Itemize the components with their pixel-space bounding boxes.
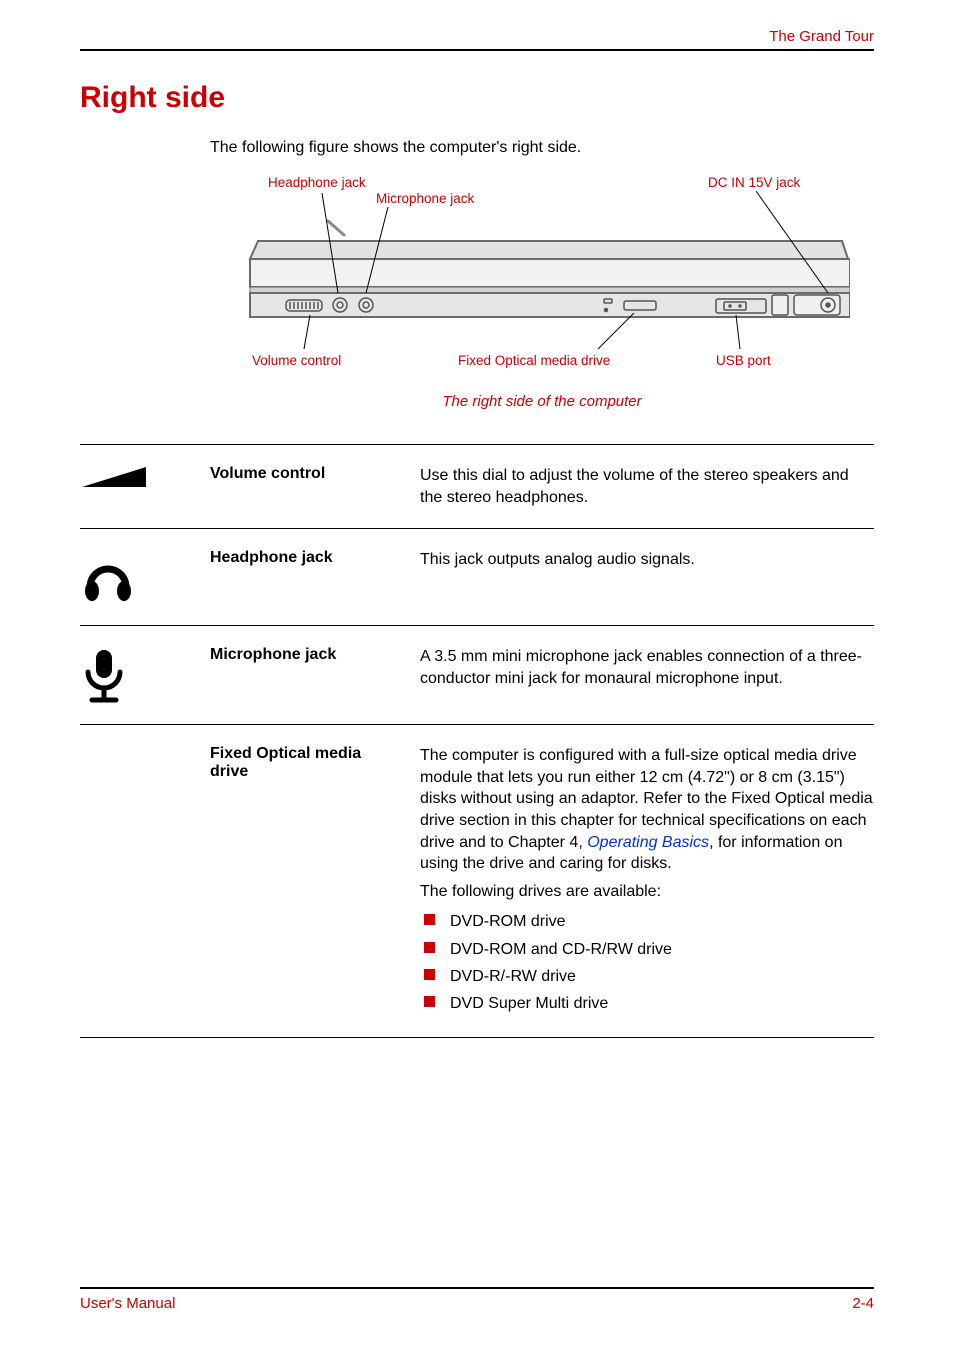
label-fixed-optical: Fixed Optical media drive [458, 353, 610, 368]
table-row: Headphone jack This jack outputs analog … [80, 529, 874, 626]
header-chapter-link[interactable]: The Grand Tour [769, 28, 874, 45]
term-volume-control: Volume control [210, 465, 325, 482]
label-volume-control: Volume control [252, 353, 341, 368]
list-item: DVD Super Multi drive [420, 990, 874, 1017]
page-footer: User's Manual 2-4 [80, 1287, 874, 1312]
footer-left: User's Manual [80, 1295, 175, 1312]
intro-text: The following figure shows the computer'… [210, 139, 874, 157]
dc-in-jack-icon [794, 295, 840, 315]
drive-list: DVD-ROM drive DVD-ROM and CD-R/RW drive … [420, 908, 874, 1017]
table-row: Microphone jack A 3.5 mm mini microphone… [80, 626, 874, 725]
volume-triangle-icon [80, 465, 150, 491]
term-fixed-optical: Fixed Optical media drive [210, 745, 361, 780]
list-item: DVD-R/-RW drive [420, 963, 874, 990]
term-headphone-jack: Headphone jack [210, 549, 333, 566]
list-item: DVD-ROM and CD-R/RW drive [420, 936, 874, 963]
desc-fixed-optical-p1: The computer is configured with a full-s… [420, 745, 874, 875]
headphones-icon [80, 549, 136, 605]
desc-fixed-optical-p2: The following drives are available: [420, 881, 874, 903]
list-item: DVD-ROM drive [420, 908, 874, 935]
section-title: Right side [80, 81, 874, 115]
footer-right: 2-4 [852, 1295, 874, 1312]
desc-microphone-jack: A 3.5 mm mini microphone jack enables co… [420, 646, 874, 689]
desc-headphone-jack: This jack outputs analog audio signals. [420, 549, 874, 571]
label-dc-in: DC IN 15V jack [708, 175, 800, 190]
definitions-table: Volume control Use this dial to adjust t… [80, 444, 874, 1038]
table-row: Volume control Use this dial to adjust t… [80, 445, 874, 529]
table-row: Fixed Optical media drive The computer i… [80, 725, 874, 1038]
diagram-caption: The right side of the computer [210, 393, 874, 410]
label-microphone-jack: Microphone jack [376, 191, 474, 206]
desc-volume-control: Use this dial to adjust the volume of th… [420, 465, 874, 508]
right-side-diagram: Headphone jack Microphone jack DC IN 15V… [210, 175, 850, 385]
link-operating-basics[interactable]: Operating Basics [587, 834, 709, 851]
term-microphone-jack: Microphone jack [210, 646, 336, 663]
label-usb-port: USB port [716, 353, 771, 368]
microphone-icon [80, 646, 128, 704]
header-rule [80, 49, 874, 51]
label-headphone-jack: Headphone jack [268, 175, 366, 190]
